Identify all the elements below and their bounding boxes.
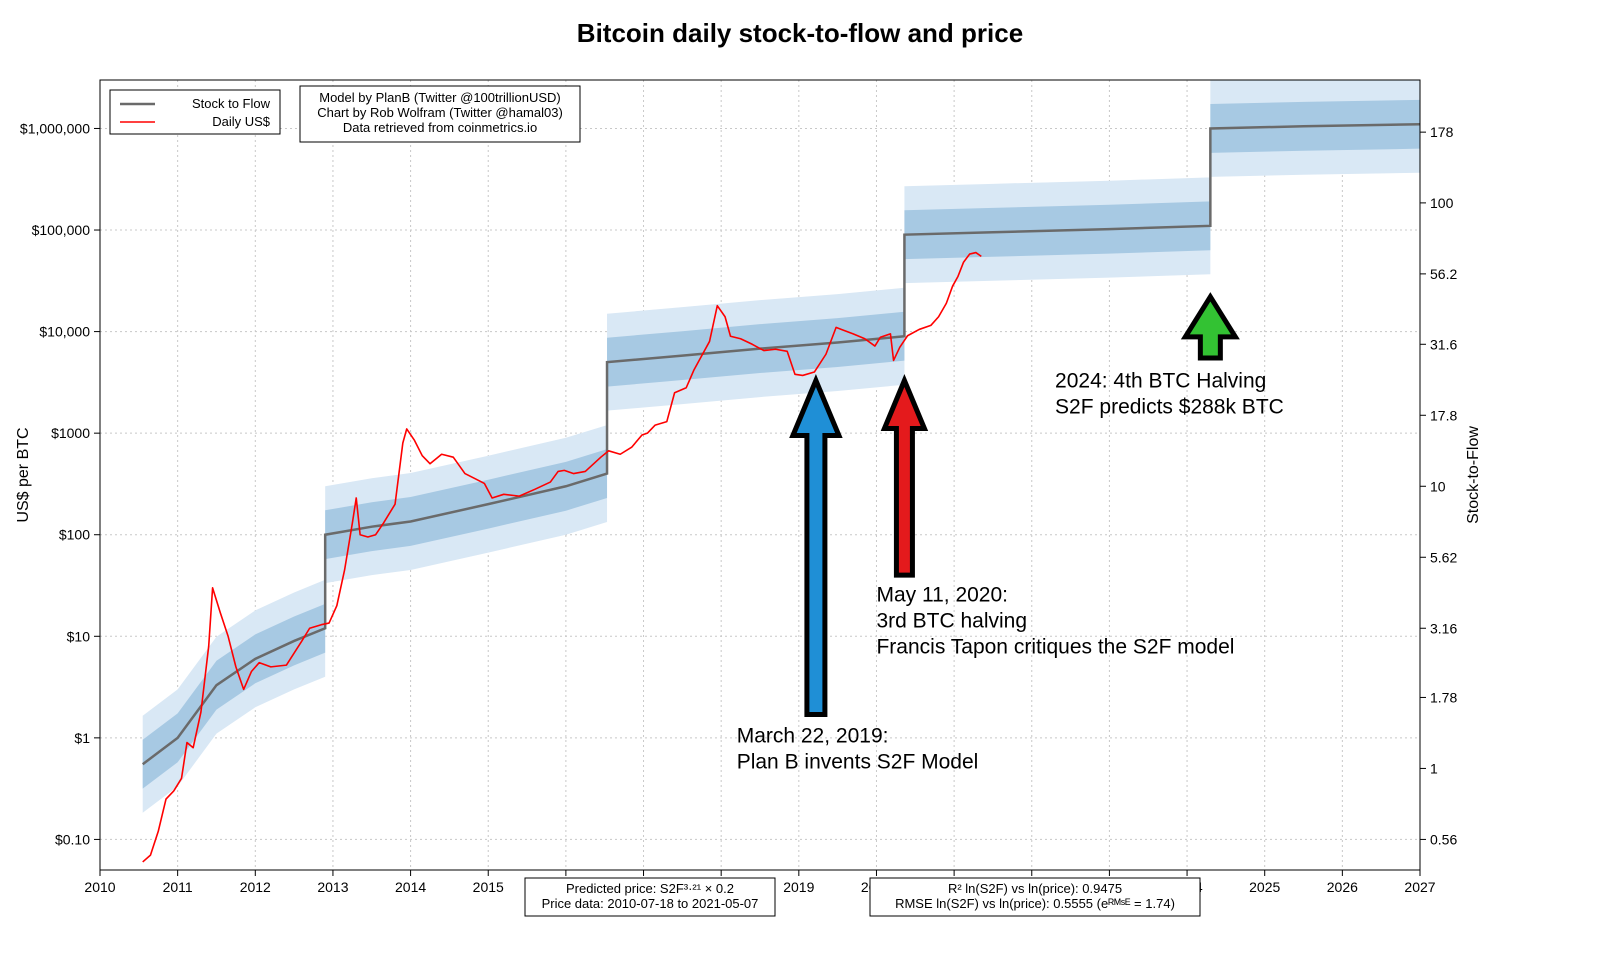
svg-text:2011: 2011 xyxy=(163,879,193,895)
arrow-2020-label: Francis Tapon critiques the S2F model xyxy=(876,636,1234,659)
arrow-2020-label: 3rd BTC halving xyxy=(876,610,1027,633)
svg-text:US$ per BTC: US$ per BTC xyxy=(15,427,32,522)
svg-text:17.8: 17.8 xyxy=(1430,407,1457,423)
svg-text:$10,000: $10,000 xyxy=(39,324,90,340)
svg-text:2026: 2026 xyxy=(1327,879,1358,895)
s2f-chart: 2010201120122013201420152016201720182019… xyxy=(0,0,1600,960)
svg-text:2015: 2015 xyxy=(473,879,504,895)
svg-text:56.2: 56.2 xyxy=(1430,266,1457,282)
svg-text:1: 1 xyxy=(1430,760,1438,776)
svg-text:$1000: $1000 xyxy=(51,425,90,441)
svg-text:$10: $10 xyxy=(67,628,91,644)
svg-text:1.78: 1.78 xyxy=(1430,689,1457,705)
svg-text:5.62: 5.62 xyxy=(1430,549,1457,565)
svg-text:178: 178 xyxy=(1430,124,1454,140)
svg-text:3.16: 3.16 xyxy=(1430,620,1457,636)
svg-text:R² ln(S2F) vs ln(price): 0.947: R² ln(S2F) vs ln(price): 0.9475 xyxy=(948,881,1122,896)
svg-text:$100,000: $100,000 xyxy=(32,222,91,238)
svg-text:31.6: 31.6 xyxy=(1430,336,1457,352)
svg-text:Chart by Rob Wolfram (Twitter: Chart by Rob Wolfram (Twitter @hamal03) xyxy=(317,105,563,120)
svg-text:Predicted price: S2F³·²¹ × 0.2: Predicted price: S2F³·²¹ × 0.2 xyxy=(566,881,734,896)
svg-text:0.56: 0.56 xyxy=(1430,831,1457,847)
svg-text:$1: $1 xyxy=(74,730,90,746)
svg-text:100: 100 xyxy=(1430,195,1454,211)
svg-text:10: 10 xyxy=(1430,478,1446,494)
svg-text:2025: 2025 xyxy=(1249,879,1280,895)
svg-text:2027: 2027 xyxy=(1404,879,1435,895)
svg-text:2012: 2012 xyxy=(240,879,271,895)
svg-text:Price data: 2010-07-18 to 2021: Price data: 2010-07-18 to 2021-05-07 xyxy=(542,896,759,911)
arrow-2019-label: March 22, 2019: xyxy=(737,725,889,748)
arrow-2019-label: Plan B invents S2F Model xyxy=(737,751,979,774)
svg-text:2019: 2019 xyxy=(783,879,814,895)
arrow-2024-label: S2F predicts $288k BTC xyxy=(1055,396,1284,419)
svg-text:2014: 2014 xyxy=(395,879,426,895)
svg-text:Data retrieved from coinmetric: Data retrieved from coinmetrics.io xyxy=(343,120,537,135)
arrow-2020-label: May 11, 2020: xyxy=(876,584,1008,607)
svg-text:$0.10: $0.10 xyxy=(55,831,90,847)
svg-text:Stock-to-Flow: Stock-to-Flow xyxy=(1465,426,1482,524)
svg-text:RMSE ln(S2F) vs ln(price): 0.5: RMSE ln(S2F) vs ln(price): 0.5555 (eᴿᴹˢᴱ… xyxy=(895,896,1175,911)
svg-text:Model by PlanB (Twitter @100tr: Model by PlanB (Twitter @100trillionUSD) xyxy=(319,90,561,105)
svg-text:2013: 2013 xyxy=(317,879,348,895)
svg-text:$1,000,000: $1,000,000 xyxy=(20,120,90,136)
svg-text:2010: 2010 xyxy=(84,879,115,895)
svg-text:Daily US$: Daily US$ xyxy=(212,114,271,129)
svg-text:Stock to Flow: Stock to Flow xyxy=(192,96,271,111)
svg-text:$100: $100 xyxy=(59,527,90,543)
arrow-2024-label: 2024: 4th BTC Halving xyxy=(1055,370,1266,393)
